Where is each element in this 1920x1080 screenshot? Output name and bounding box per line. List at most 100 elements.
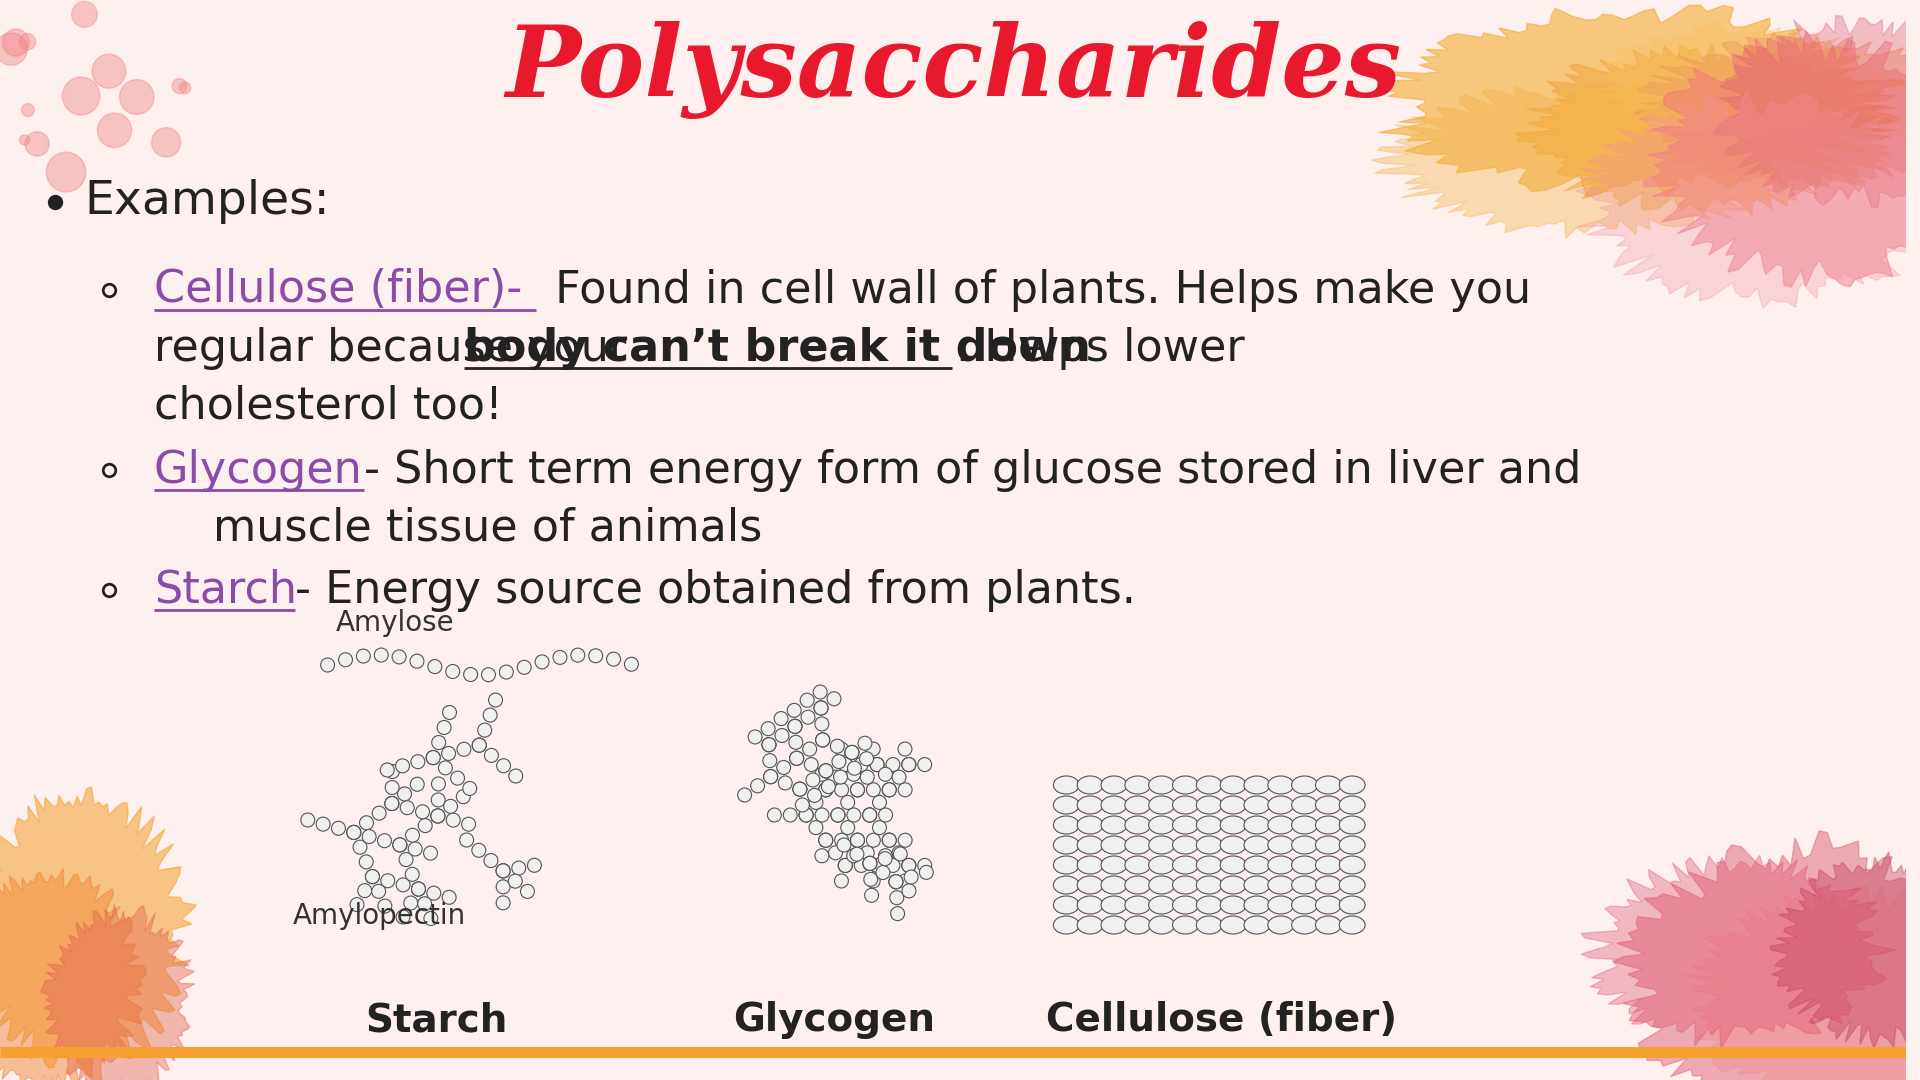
Circle shape <box>411 882 426 896</box>
Circle shape <box>438 761 453 774</box>
Circle shape <box>396 759 409 773</box>
Ellipse shape <box>1340 896 1365 914</box>
Circle shape <box>902 859 916 873</box>
Ellipse shape <box>1315 796 1342 814</box>
Circle shape <box>789 735 803 750</box>
Circle shape <box>348 825 361 839</box>
Circle shape <box>98 113 132 148</box>
Circle shape <box>889 875 902 889</box>
Circle shape <box>762 738 776 752</box>
Circle shape <box>396 878 411 892</box>
Ellipse shape <box>1125 856 1150 874</box>
Circle shape <box>904 870 918 885</box>
Circle shape <box>870 757 883 771</box>
Circle shape <box>902 757 916 771</box>
Circle shape <box>845 745 858 759</box>
Ellipse shape <box>1125 816 1150 834</box>
Circle shape <box>872 821 887 835</box>
Circle shape <box>488 693 503 707</box>
Circle shape <box>495 864 511 878</box>
Circle shape <box>793 782 806 796</box>
Circle shape <box>814 767 829 781</box>
Ellipse shape <box>1077 856 1102 874</box>
Circle shape <box>348 825 361 839</box>
Ellipse shape <box>1292 856 1317 874</box>
Circle shape <box>854 859 868 873</box>
Ellipse shape <box>1244 816 1269 834</box>
Circle shape <box>835 833 849 847</box>
Circle shape <box>624 658 637 672</box>
Circle shape <box>426 751 440 765</box>
Ellipse shape <box>1196 796 1223 814</box>
Circle shape <box>851 847 864 861</box>
Ellipse shape <box>1292 836 1317 854</box>
Ellipse shape <box>1100 916 1127 934</box>
Circle shape <box>864 873 877 887</box>
Circle shape <box>430 809 445 823</box>
Circle shape <box>428 660 442 674</box>
Ellipse shape <box>1267 816 1294 834</box>
Ellipse shape <box>1244 777 1269 794</box>
Circle shape <box>835 742 849 756</box>
Ellipse shape <box>1125 896 1150 914</box>
Ellipse shape <box>1315 876 1342 894</box>
Ellipse shape <box>1148 856 1175 874</box>
Circle shape <box>321 658 334 672</box>
Circle shape <box>902 859 916 873</box>
Circle shape <box>862 856 877 870</box>
Circle shape <box>764 770 778 784</box>
Circle shape <box>372 806 386 820</box>
Ellipse shape <box>1244 916 1269 934</box>
Circle shape <box>818 783 833 797</box>
Circle shape <box>831 808 845 822</box>
Polygon shape <box>1644 30 1920 287</box>
Circle shape <box>866 874 879 888</box>
Circle shape <box>872 795 887 809</box>
Circle shape <box>457 789 470 804</box>
Circle shape <box>883 783 897 797</box>
Circle shape <box>847 808 860 822</box>
Circle shape <box>509 769 522 783</box>
Circle shape <box>349 897 365 912</box>
Circle shape <box>839 757 852 771</box>
Circle shape <box>814 701 828 715</box>
Circle shape <box>386 781 399 795</box>
Ellipse shape <box>1077 896 1102 914</box>
Ellipse shape <box>1125 876 1150 894</box>
Ellipse shape <box>1315 856 1342 874</box>
Circle shape <box>891 907 904 920</box>
Ellipse shape <box>1148 916 1175 934</box>
Circle shape <box>411 882 426 896</box>
Circle shape <box>426 887 442 900</box>
Circle shape <box>793 782 806 796</box>
Circle shape <box>411 654 424 669</box>
Circle shape <box>835 874 849 888</box>
Circle shape <box>378 834 392 848</box>
Circle shape <box>870 859 883 873</box>
Circle shape <box>866 742 879 756</box>
Polygon shape <box>40 904 196 1080</box>
Circle shape <box>860 752 874 766</box>
Circle shape <box>870 859 883 873</box>
Circle shape <box>152 127 180 157</box>
Circle shape <box>359 855 372 869</box>
Circle shape <box>902 757 916 771</box>
Circle shape <box>472 738 486 752</box>
Circle shape <box>814 701 828 715</box>
Circle shape <box>403 896 419 910</box>
Circle shape <box>799 808 812 822</box>
Circle shape <box>119 80 154 114</box>
Circle shape <box>397 787 411 801</box>
Circle shape <box>424 846 438 860</box>
Ellipse shape <box>1267 777 1294 794</box>
Circle shape <box>21 104 35 117</box>
Circle shape <box>876 865 889 879</box>
Circle shape <box>384 797 399 810</box>
Ellipse shape <box>1173 876 1198 894</box>
Ellipse shape <box>1173 856 1198 874</box>
Ellipse shape <box>1267 856 1294 874</box>
Polygon shape <box>1375 5 1905 197</box>
Ellipse shape <box>1054 777 1079 794</box>
Ellipse shape <box>1267 836 1294 854</box>
Circle shape <box>818 783 833 797</box>
